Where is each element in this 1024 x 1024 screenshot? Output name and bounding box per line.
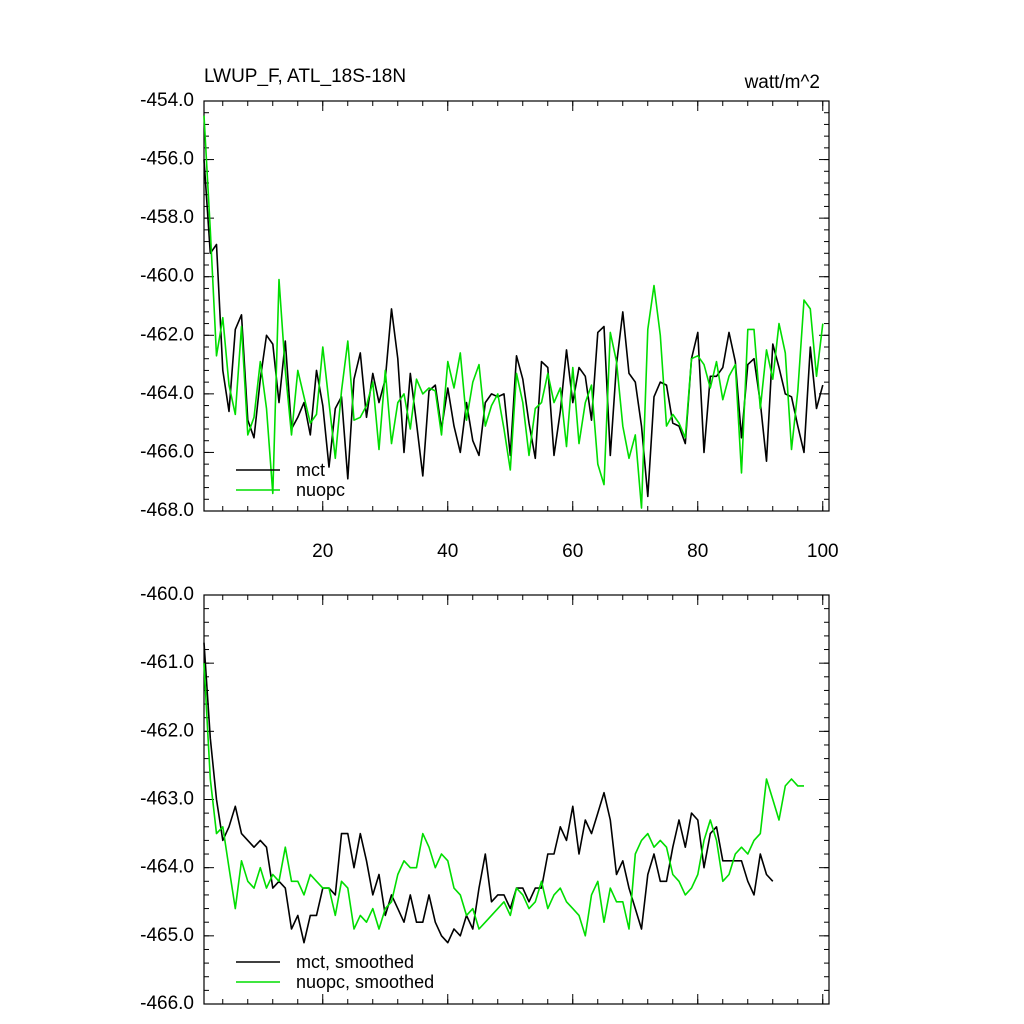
legend-label-mct: mct <box>296 460 325 480</box>
top-axis-ticks: -454.0 -456.0 -458.0 -460.0 -462.0 -464.0 -466… <box>140 90 838 562</box>
top-y-tick-label: -466.0 <box>140 441 194 462</box>
series-line-nuopc <box>203 115 824 509</box>
top-y-tick-label: -468.0 <box>140 500 194 521</box>
top-legend: mct nuopc <box>236 460 345 500</box>
bottom-y-tick-label: -463.0 <box>140 789 194 810</box>
units-label: watt/m^2 <box>744 72 820 93</box>
top-y-tick-label: -458.0 <box>140 207 194 228</box>
chart-title: LWUP_F, ATL_18S-18N <box>204 66 406 87</box>
top-x-tick-label: 80 <box>687 541 708 562</box>
series-line-nuopc-smoothed <box>203 663 804 937</box>
top-y-tick-label: -462.0 <box>140 324 194 345</box>
bottom-y-tick-label: -465.0 <box>140 925 194 946</box>
top-y-tick-label: -456.0 <box>140 149 194 170</box>
top-y-tick-label: -460.0 <box>140 266 194 287</box>
top-y-tick-label: -454.0 <box>140 90 194 111</box>
series-line-mct-smoothed <box>203 642 774 944</box>
bottom-y-tick-label: -461.0 <box>140 652 194 673</box>
bottom-y-tick-label: -462.0 <box>140 720 194 741</box>
bottom-y-tick-label: -460.0 <box>140 584 194 605</box>
bottom-series-lines <box>203 642 804 944</box>
top-y-tick-label: -464.0 <box>140 383 194 404</box>
top-x-tick-label: 40 <box>437 541 458 562</box>
legend-label-mct-smoothed: mct, smoothed <box>296 952 414 972</box>
top-series-lines <box>203 115 824 509</box>
legend-label-nuopc: nuopc <box>296 480 345 500</box>
bottom-panel-smoothed: -460.0 -461.0 -462.0 -463.0 -464.0 -465.0 -466… <box>140 584 830 1014</box>
top-panel-mct-vs-nuopc: LWUP_F, ATL_18S-18N watt/m^2 -454.0 -456.… <box>140 66 838 562</box>
bottom-plot-frame <box>203 594 830 1005</box>
top-x-tick-label: 20 <box>312 541 333 562</box>
bottom-axis-ticks: -460.0 -461.0 -462.0 -463.0 -464.0 -465.0 -466… <box>140 584 829 1014</box>
top-x-tick-label: 100 <box>807 541 839 562</box>
top-plot-frame <box>203 100 830 512</box>
bottom-y-tick-label: -466.0 <box>140 993 194 1014</box>
top-x-tick-label: 60 <box>562 541 583 562</box>
legend-label-nuopc-smoothed: nuopc, smoothed <box>296 972 434 992</box>
series-line-mct <box>203 159 824 498</box>
bottom-y-tick-label: -464.0 <box>140 857 194 878</box>
bottom-legend: mct, smoothed nuopc, smoothed <box>236 952 434 992</box>
